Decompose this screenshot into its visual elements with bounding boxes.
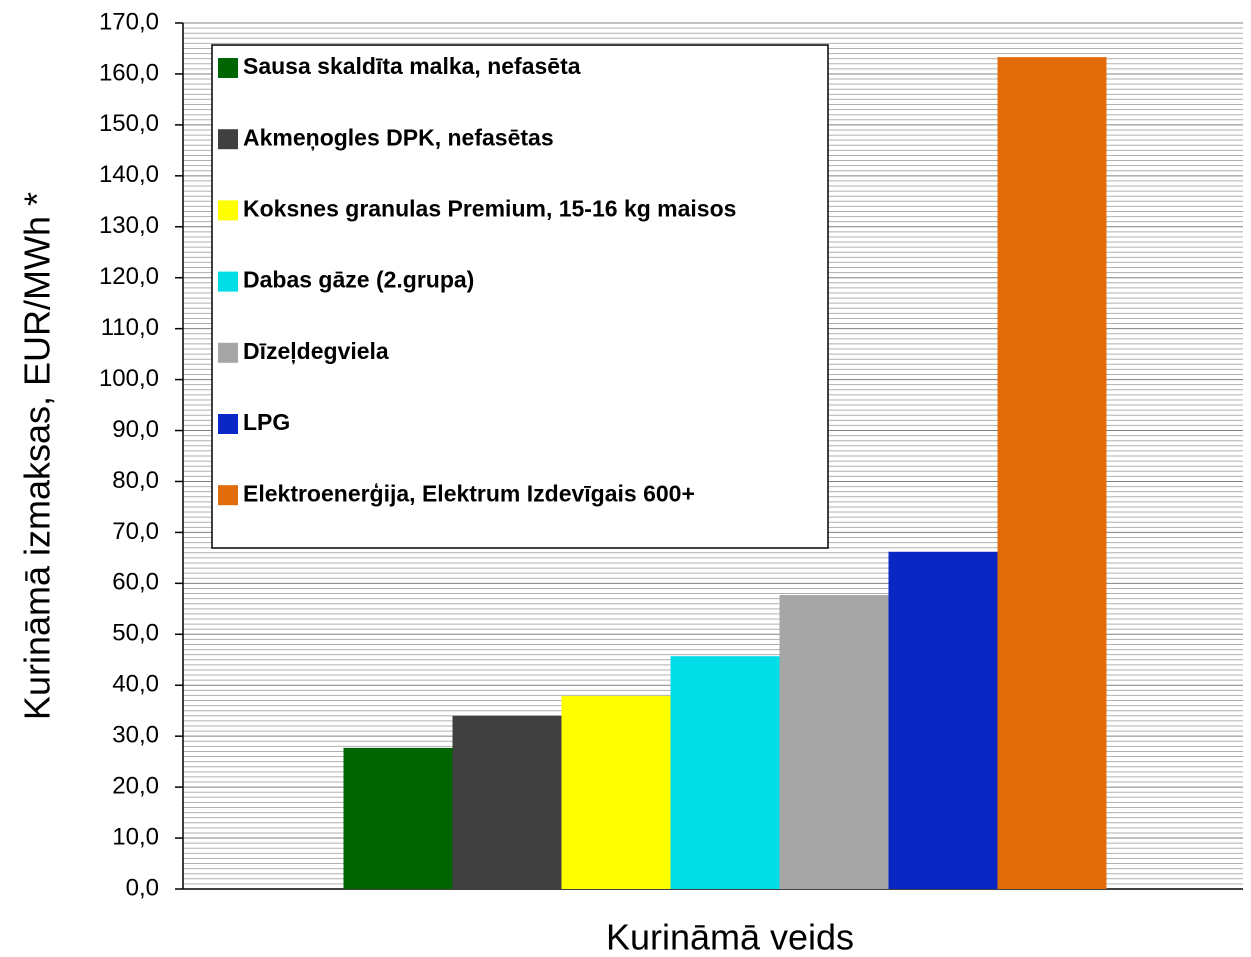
legend-box <box>211 44 829 549</box>
legend-swatch <box>218 58 238 78</box>
y-tick-label: 50,0 <box>112 620 159 647</box>
y-tick-label: 160,0 <box>99 59 159 86</box>
y-tick-label: 130,0 <box>99 212 159 239</box>
legend-label: Akmeņogles DPK, nefasētas <box>243 124 554 150</box>
legend-swatch <box>218 414 238 434</box>
legend-label: Sausa skaldīta malka, nefasēta <box>243 53 581 79</box>
y-tick-label: 90,0 <box>112 416 159 443</box>
y-tick-label: 10,0 <box>112 823 159 850</box>
legend: Sausa skaldīta malka, nefasēta Akmeņogles… <box>211 44 829 549</box>
x-axis-title: Kurināmā veids <box>606 917 854 957</box>
y-tick-label: 140,0 <box>99 161 159 188</box>
y-tick-label: 80,0 <box>112 467 159 494</box>
bar <box>343 747 453 889</box>
legend-swatch <box>218 485 238 506</box>
y-tick-label: 0,0 <box>126 874 159 901</box>
y-tick-label: 30,0 <box>112 722 159 749</box>
y-tick-label: 70,0 <box>112 518 159 545</box>
y-tick-label: 100,0 <box>99 365 159 392</box>
legend-swatch <box>218 129 238 150</box>
bar <box>779 595 889 889</box>
y-axis-title: Kurināmā izmaksas, EUR/MWh * <box>17 192 58 720</box>
legend-label: Koksnes granulas Premium, 15-16 kg maiso… <box>243 195 736 221</box>
y-tick-label: 40,0 <box>112 671 159 698</box>
legend-label: Elektroenerģija, Elektrum Izdevīgais 600… <box>243 480 695 506</box>
legend-swatch <box>218 342 238 363</box>
y-tick-label: 110,0 <box>101 314 159 341</box>
bar <box>561 695 671 889</box>
legend-label: Dabas gāze (2.grupa) <box>243 267 474 293</box>
bar <box>997 57 1107 889</box>
legend-swatch <box>218 200 238 221</box>
legend-label: Dīzeļdegviela <box>243 338 389 364</box>
y-tick-label: 150,0 <box>99 110 159 137</box>
y-tick-label: 20,0 <box>112 772 159 799</box>
bar <box>888 551 998 889</box>
y-tick-label: 60,0 <box>112 569 159 596</box>
y-tick-label: 120,0 <box>99 263 159 290</box>
bar <box>670 656 780 889</box>
legend-swatch <box>218 271 238 292</box>
bar <box>452 715 562 889</box>
y-tick-label: 170,0 <box>99 8 159 35</box>
legend-label: LPG <box>243 409 290 435</box>
